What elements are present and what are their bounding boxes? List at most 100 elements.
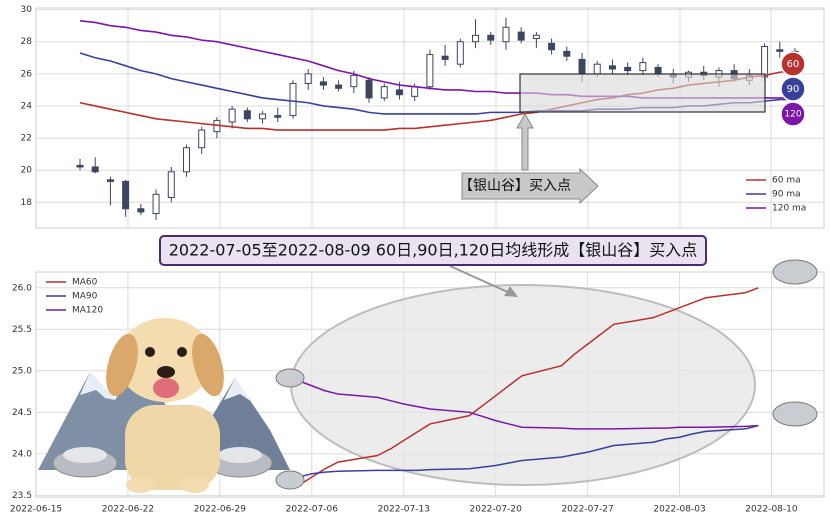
badge: [780, 76, 806, 102]
legend-label: 120 ma: [772, 204, 806, 214]
label-arrow: [461, 167, 599, 205]
y-tick-label: 22: [21, 134, 32, 144]
candle-body: [502, 26, 510, 43]
x-tick-label: 2022-07-13: [378, 505, 430, 515]
dog-nose: [157, 366, 175, 378]
candle-body: [91, 166, 99, 173]
y-tick-label: 26.0: [12, 283, 32, 293]
candle-body: [182, 147, 190, 173]
candle-body: [456, 41, 464, 65]
candle-body: [654, 66, 662, 75]
badge: [780, 101, 806, 127]
pointer-arrow-head: [504, 286, 518, 297]
candle-body: [137, 208, 145, 213]
candle-body: [776, 49, 784, 52]
banner-box: [159, 235, 707, 266]
legend-label: 90 ma: [772, 190, 801, 200]
x-tick-label: 2022-06-15: [10, 505, 62, 515]
dog-eye: [145, 347, 155, 357]
x-tick-label: 2022-08-10: [745, 505, 798, 515]
candle-body: [517, 31, 525, 41]
dog-ear: [106, 333, 138, 397]
candle-body: [319, 81, 327, 86]
dog-tongue: [153, 378, 179, 398]
candle-body: [152, 193, 160, 215]
candle-body: [761, 46, 769, 78]
y-tick-label: 28: [21, 37, 33, 47]
signal-box: [519, 73, 766, 113]
x-tick-label: 2022-07-20: [470, 505, 523, 515]
snow: [224, 378, 252, 402]
y-tick-label: 18: [21, 198, 33, 208]
ingot: [275, 470, 305, 490]
bottom-frame: [35, 271, 825, 498]
x-tick-label: 2022-06-22: [102, 505, 154, 515]
illustration: [38, 318, 290, 493]
y-tick-label: 26: [21, 69, 33, 79]
y-tick-label: 24.0: [12, 449, 32, 459]
candle-body: [380, 86, 388, 99]
candle-body: [532, 34, 540, 40]
legend-label: 60 ma: [772, 176, 801, 186]
candle-body: [259, 113, 267, 120]
ingot: [772, 401, 818, 427]
banner: 2022-07-05至2022-08-09 60日,90日,120日均线形成【银…: [169, 241, 698, 260]
candle-body: [441, 55, 449, 60]
x-tick-label: 2022-08-03: [653, 505, 705, 515]
candle-body: [593, 63, 601, 75]
top-vertical-grid: [127, 8, 772, 228]
candle-body: [274, 115, 282, 118]
candle-body: [639, 62, 647, 72]
x-tick-label: 2022-07-27: [561, 505, 613, 515]
candle-body: [335, 84, 343, 89]
dog-head: [117, 318, 213, 402]
badge-label: 120: [784, 110, 801, 120]
y-tick-label: 23.5: [12, 491, 32, 501]
ingot: [275, 368, 305, 388]
candle-body: [304, 73, 312, 84]
y-tick-label: 20: [21, 166, 33, 176]
annotation: 【银山谷】买入点: [459, 178, 571, 194]
candle-body: [365, 79, 373, 99]
candle-body: [106, 179, 114, 182]
x-tick-label: 2022-06-29: [194, 505, 247, 515]
ingot: [772, 259, 818, 285]
candle-body: [563, 50, 571, 57]
line-chart: 2022-06-15 2022-06-22 2022-06-29 2022-07-06…: [10, 278, 798, 515]
candle-body: [167, 171, 175, 198]
ma-line: [298, 287, 759, 487]
line-end-ingots: [275, 259, 818, 490]
x-tick-label: 2022-07-06: [286, 505, 339, 515]
candlestick-chart: 18 20 22 24 26 28 30 60 ma 90 ma 120 ma: [21, 5, 824, 220]
badge: [780, 51, 806, 77]
candle-body: [198, 129, 206, 149]
candle-body: [350, 74, 358, 88]
snow: [80, 372, 115, 400]
legend-label: MA120: [72, 306, 103, 316]
dog-eye: [177, 347, 187, 357]
candle-body: [624, 66, 632, 72]
candle-body: [243, 110, 251, 120]
badge-label: 90: [787, 84, 800, 95]
up-arrow: [516, 112, 534, 171]
candle-body: [122, 180, 130, 210]
y-tick-label: 24.5: [12, 408, 32, 418]
candle-body: [426, 54, 434, 88]
highlight-ellipse: [290, 284, 756, 486]
candle-body: [578, 58, 586, 75]
y-tick-label: 25.5: [12, 325, 32, 335]
ingot-top: [218, 447, 262, 463]
candle-body: [289, 82, 297, 117]
dog-paw: [126, 477, 154, 493]
legend-label: MA60: [72, 278, 98, 288]
ma-line: [298, 380, 759, 430]
badge-label: 60: [787, 59, 800, 70]
candle-body: [411, 86, 419, 97]
candle-body: [228, 108, 236, 123]
candle-body: [608, 65, 616, 70]
dog-ear: [192, 333, 224, 397]
pointer-arrow: [449, 265, 513, 295]
ingot-top: [63, 447, 107, 463]
y-tick-label: 30: [21, 5, 33, 15]
candle-body: [472, 34, 480, 43]
